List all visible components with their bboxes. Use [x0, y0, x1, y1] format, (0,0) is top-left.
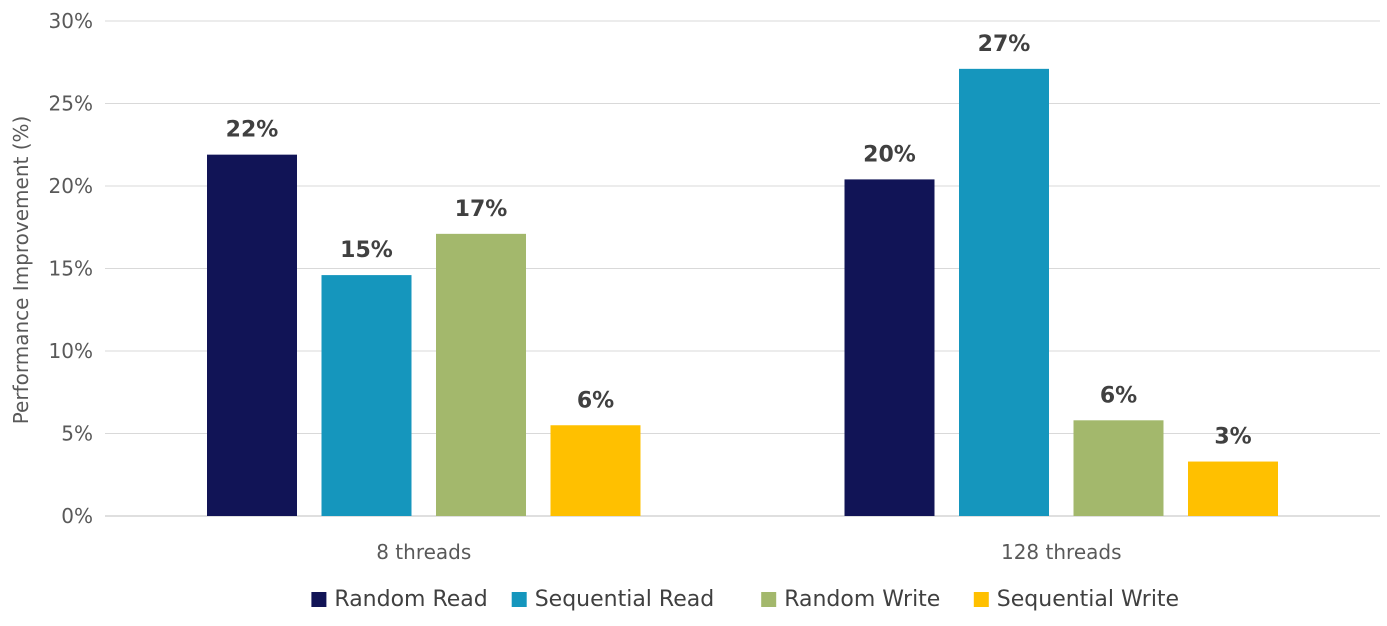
- data-label: 6%: [577, 388, 614, 413]
- bar-random-write: [436, 233, 526, 516]
- legend-label: Sequential Read: [535, 587, 715, 612]
- legend-swatch: [973, 592, 989, 607]
- legend-swatch: [761, 592, 777, 607]
- data-label: 3%: [1214, 425, 1251, 450]
- y-tick-label: 0%: [61, 504, 93, 528]
- bar-sequential-write: [1188, 461, 1278, 516]
- bars: [207, 68, 1278, 516]
- bar-random-write: [1073, 420, 1164, 516]
- y-axis-title: Performance Improvement (%): [9, 116, 33, 425]
- data-labels: 22% 15% 17% 6% 20% 27% 6% 3%: [226, 32, 1252, 450]
- bar-random-read: [844, 179, 935, 516]
- data-label: 22%: [226, 118, 279, 143]
- data-label: 6%: [1100, 383, 1137, 408]
- y-tick-label: 5%: [61, 422, 93, 446]
- x-axis-categories: 8 threads 128 threads: [376, 540, 1121, 564]
- data-label: 15%: [340, 238, 393, 263]
- legend-item-sequential-read: Sequential Read: [511, 587, 715, 612]
- bar-random-read: [207, 154, 297, 516]
- bar-sequential-write: [550, 425, 641, 516]
- gridlines: [105, 20, 1380, 517]
- y-tick-label: 30%: [49, 9, 93, 33]
- legend-label: Random Read: [334, 587, 487, 612]
- legend-item-random-write: Random Write: [761, 587, 940, 612]
- legend-swatch: [511, 592, 527, 607]
- legend-label: Random Write: [784, 587, 940, 612]
- data-label: 17%: [455, 197, 508, 222]
- x-category-label: 128 threads: [1001, 540, 1122, 564]
- x-category-label: 8 threads: [376, 540, 471, 564]
- bar-sequential-read: [959, 68, 1049, 516]
- legend-item-random-read: Random Read: [311, 587, 488, 612]
- data-label: 20%: [863, 142, 916, 167]
- legend-label: Sequential Write: [997, 587, 1179, 612]
- y-tick-label: 25%: [49, 92, 93, 116]
- data-label: 27%: [978, 32, 1031, 57]
- bar-sequential-read: [321, 275, 412, 516]
- legend: Random Read Sequential Read Random Write Se…: [311, 587, 1179, 612]
- legend-swatch: [311, 592, 327, 607]
- y-tick-label: 10%: [49, 339, 93, 363]
- y-tick-label: 20%: [49, 174, 93, 198]
- y-tick-label: 15%: [49, 257, 93, 281]
- y-axis-ticks: 0% 5% 10% 15% 20% 25% 30%: [49, 9, 93, 528]
- legend-item-sequential-write: Sequential Write: [973, 587, 1179, 612]
